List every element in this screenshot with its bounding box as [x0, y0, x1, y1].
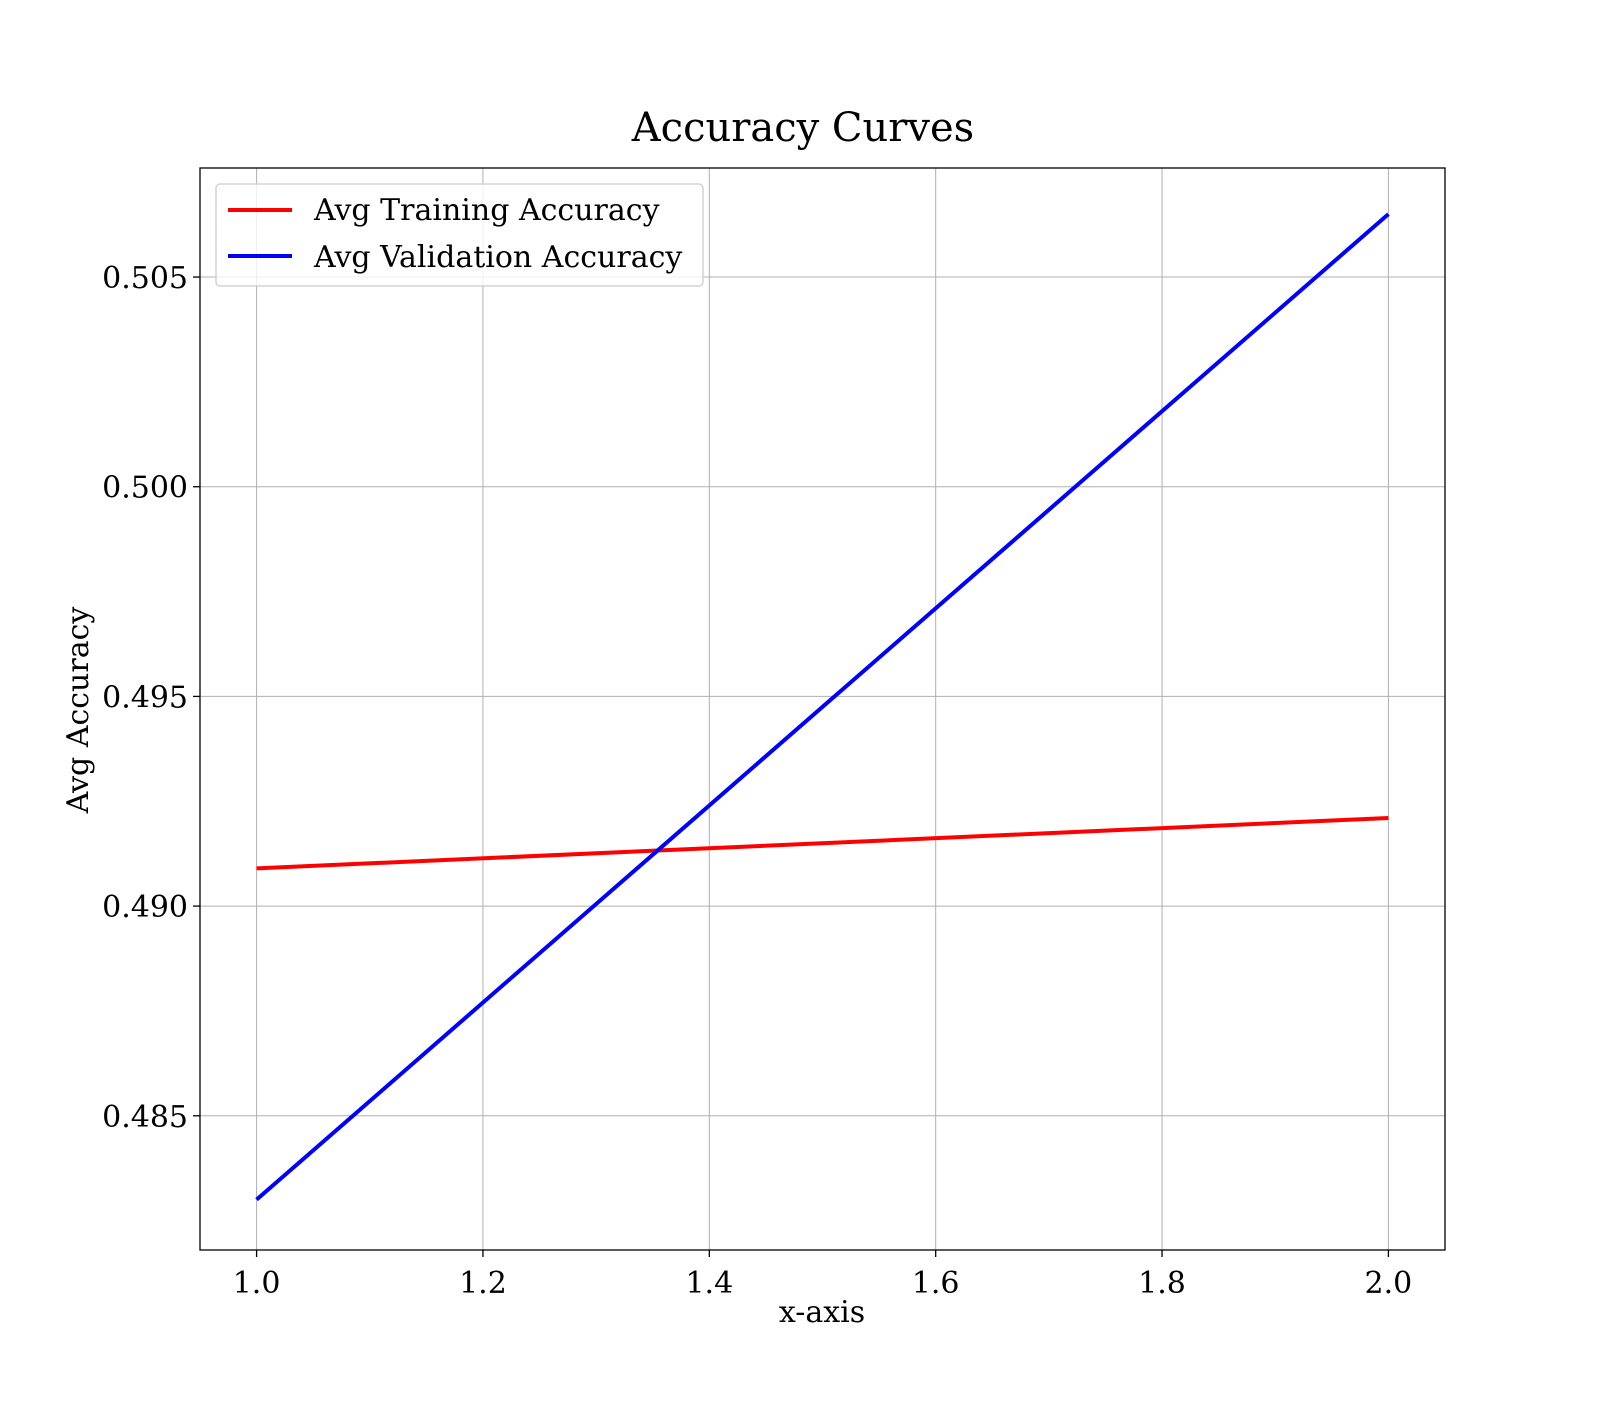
plot-frame	[199, 167, 1446, 1251]
legend-box	[215, 183, 704, 287]
series-lines	[255, 212, 1390, 1202]
y-tick-label: 0.505	[102, 261, 188, 296]
legend-label-training: Avg Training Accuracy	[313, 193, 660, 228]
y-axis-ticks: 0.485 0.490 0.495 0.500 0.505	[102, 261, 200, 1135]
x-tick-label: 1.2	[459, 1266, 507, 1301]
x-tick-label: 1.8	[1138, 1266, 1186, 1301]
x-axis-ticks: 1.0 1.2 1.4 1.6 1.8 2.0	[233, 1250, 1413, 1301]
y-tick-label: 0.500	[102, 471, 188, 506]
validation-accuracy-line	[255, 212, 1390, 1202]
y-tick-label: 0.485	[102, 1100, 188, 1135]
x-tick-label: 1.4	[685, 1266, 733, 1301]
y-axis-label: Avg Accuracy	[61, 607, 96, 815]
x-tick-label: 2.0	[1365, 1266, 1413, 1301]
training-accuracy-line	[256, 816, 1389, 871]
y-tick-label: 0.490	[102, 890, 188, 925]
chart-title: Accuracy Curves	[631, 105, 974, 151]
legend: Avg Training Accuracy Avg Validation Acc…	[215, 183, 704, 287]
y-tick-label: 0.495	[102, 680, 188, 715]
x-tick-label: 1.0	[233, 1266, 281, 1301]
x-axis-label: x-axis	[779, 1295, 865, 1330]
x-tick-label: 1.6	[912, 1266, 960, 1301]
legend-label-validation: Avg Validation Accuracy	[313, 240, 682, 275]
